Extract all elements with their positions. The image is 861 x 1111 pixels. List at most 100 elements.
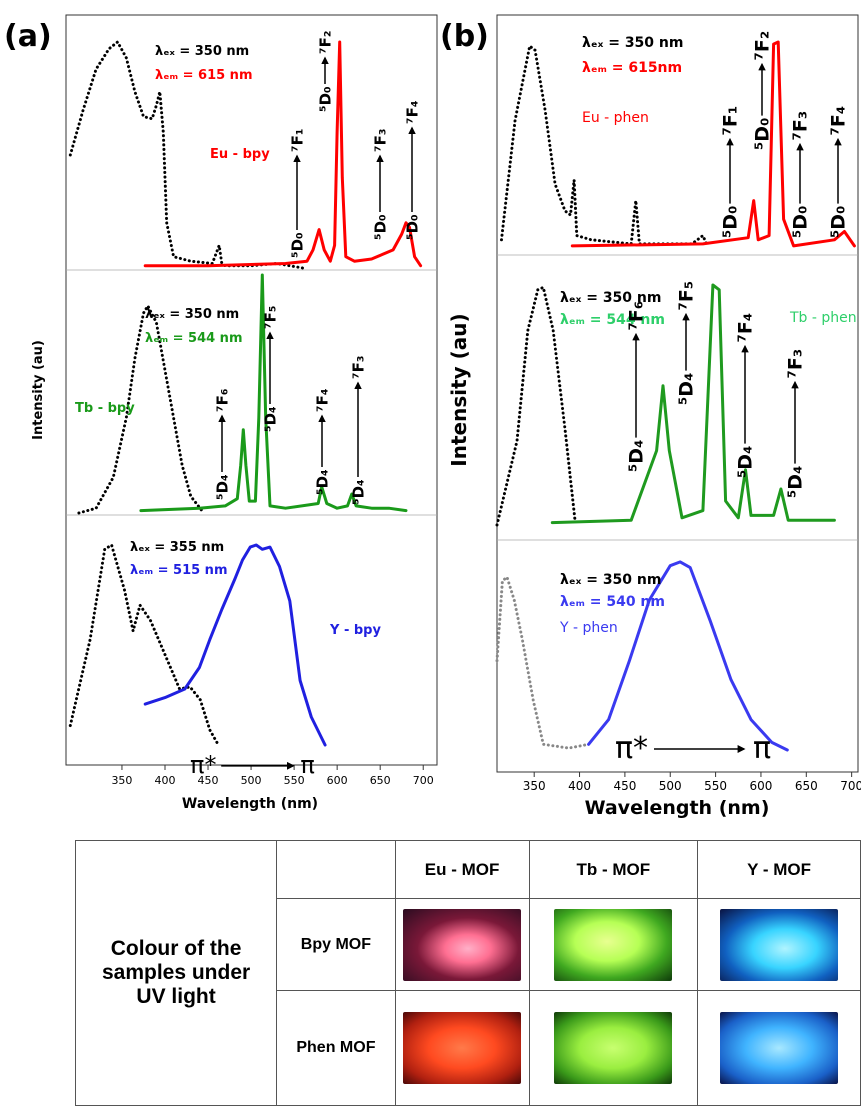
transition-from: ⁵D₄ bbox=[676, 373, 698, 405]
sample-photo bbox=[720, 908, 839, 981]
panel-label: (b) bbox=[440, 19, 489, 54]
sample-name: Y - phen bbox=[559, 620, 618, 636]
column-header: Y - MOF bbox=[697, 840, 861, 899]
plot-frame bbox=[65, 14, 438, 766]
colour-table: Colour of the samples under UV light Eu … bbox=[74, 840, 861, 1106]
sample-name: Eu - phen bbox=[582, 110, 649, 126]
sample-cell bbox=[528, 898, 699, 991]
corner-cell: Colour of the samples under UV light bbox=[74, 840, 278, 1106]
row-header: Bpy MOF bbox=[276, 898, 396, 991]
emission-curve bbox=[570, 40, 856, 248]
x-tick-label: 350 bbox=[523, 779, 546, 793]
x-tick-label: 650 bbox=[370, 774, 391, 787]
sample-cell bbox=[697, 898, 861, 991]
x-tick-label: 400 bbox=[154, 774, 175, 787]
x-tick-label: 550 bbox=[704, 779, 727, 793]
sample-cell bbox=[394, 990, 530, 1106]
x-axis-label: Wavelength (nm) bbox=[585, 797, 770, 819]
x-tick-label: 650 bbox=[795, 779, 818, 793]
sample-name: Y - bpy bbox=[329, 623, 381, 638]
emission-label: λₑₘ = 544 nm bbox=[145, 331, 243, 346]
transition-to: ⁷F₄ bbox=[403, 101, 421, 124]
excitation-curve bbox=[500, 44, 709, 248]
band-from: π* bbox=[190, 751, 216, 779]
transition-to: ⁷F₆ bbox=[213, 389, 231, 412]
band-to: π bbox=[300, 751, 314, 779]
emission-label: λₑₘ = 615 nm bbox=[155, 68, 253, 83]
plot-frame bbox=[496, 14, 859, 773]
excitation-curve bbox=[495, 575, 591, 750]
emission-label: λₑₘ = 615nm bbox=[582, 60, 682, 76]
x-tick-label: 500 bbox=[241, 774, 262, 787]
excitation-curve bbox=[68, 543, 220, 747]
sample-photo bbox=[403, 1012, 522, 1084]
sample-photo bbox=[720, 1012, 839, 1084]
transition-from: ⁵D₀ bbox=[316, 86, 334, 112]
y-axis-label: Intensity (au) bbox=[31, 340, 46, 440]
transition-to: ⁷F₂ bbox=[752, 31, 774, 61]
x-tick-label: 700 bbox=[413, 774, 434, 787]
x-tick-label: 600 bbox=[749, 779, 772, 793]
transition-to: ⁷F₃ bbox=[790, 111, 812, 141]
transition-to: ⁷F₁ bbox=[288, 129, 306, 152]
x-tick-label: 600 bbox=[327, 774, 348, 787]
transition-from: ⁵D₄ bbox=[349, 479, 367, 505]
excitation-label: λₑₓ = 350 nm bbox=[560, 572, 661, 588]
transition-from: ⁵D₀ bbox=[288, 232, 306, 258]
transition-to: ⁷F₃ bbox=[349, 356, 367, 379]
x-tick-label: 400 bbox=[568, 779, 591, 793]
sample-name: Tb - phen bbox=[789, 310, 857, 326]
transition-from: ⁵D₀ bbox=[752, 118, 774, 150]
sample-cell bbox=[528, 990, 699, 1106]
excitation-label: λₑₓ = 350 nm bbox=[582, 35, 683, 51]
emission-curve bbox=[143, 543, 327, 747]
y-axis-label: Intensity (au) bbox=[447, 313, 471, 466]
transition-from: ⁵D₄ bbox=[213, 474, 231, 500]
sample-cell bbox=[697, 990, 861, 1106]
excitation-curve bbox=[495, 285, 577, 527]
x-tick-label: 700 bbox=[840, 779, 861, 793]
x-axis-label: Wavelength (nm) bbox=[182, 796, 318, 812]
x-tick-label: 500 bbox=[659, 779, 682, 793]
transition-to: ⁷F₄ bbox=[735, 313, 757, 343]
band-to: π bbox=[753, 731, 771, 766]
column-header: Tb - MOF bbox=[528, 840, 699, 899]
band-from: π* bbox=[615, 731, 648, 766]
x-tick-label: 450 bbox=[198, 774, 219, 787]
panel-label: (a) bbox=[4, 19, 52, 54]
row-header: Phen MOF bbox=[276, 990, 396, 1106]
transition-to: ⁷F₄ bbox=[313, 389, 331, 412]
emission-label: λₑₘ = 515 nm bbox=[130, 563, 228, 578]
excitation-label: λₑₓ = 350 nm bbox=[145, 307, 239, 322]
transition-to: ⁷F₄ bbox=[828, 106, 850, 136]
emission-curve bbox=[587, 560, 789, 752]
excitation-label: λₑₓ = 350 nm bbox=[560, 290, 661, 306]
transition-from: ⁵D₀ bbox=[828, 206, 850, 238]
column-header: Eu - MOF bbox=[394, 840, 530, 899]
blank-cell bbox=[276, 840, 396, 899]
sample-photo bbox=[403, 908, 522, 981]
transition-from: ⁵D₀ bbox=[371, 214, 389, 240]
transition-to: ⁷F₃ bbox=[371, 129, 389, 152]
transition-from: ⁵D₄ bbox=[735, 446, 757, 478]
emission-curve bbox=[143, 40, 423, 268]
transition-from: ⁵D₀ bbox=[790, 206, 812, 238]
sample-photo bbox=[554, 1012, 673, 1084]
transition-to: ⁷F₃ bbox=[785, 349, 807, 379]
sample-photo bbox=[554, 908, 673, 981]
transition-from: ⁵D₄ bbox=[626, 440, 648, 472]
spectra-figure: (a) 350 400 450 500 550 600 650 700 Wavelength (n… bbox=[4, 14, 861, 819]
transition-to: ⁷F₅ bbox=[676, 281, 698, 311]
emission-curve bbox=[139, 273, 408, 513]
transition-to: ⁷F₆ bbox=[626, 301, 648, 331]
emission-label: λₑₘ = 544 nm bbox=[560, 312, 665, 328]
excitation-label: λₑₓ = 355 nm bbox=[130, 540, 224, 555]
sample-name: Tb - bpy bbox=[75, 401, 135, 416]
excitation-curve bbox=[77, 304, 206, 515]
emission-label: λₑₘ = 540 nm bbox=[560, 594, 665, 610]
transition-to: ⁷F₁ bbox=[720, 106, 742, 136]
emission-curve bbox=[550, 283, 836, 525]
x-tick-label: 550 bbox=[284, 774, 305, 787]
transition-from: ⁵D₀ bbox=[403, 214, 421, 240]
